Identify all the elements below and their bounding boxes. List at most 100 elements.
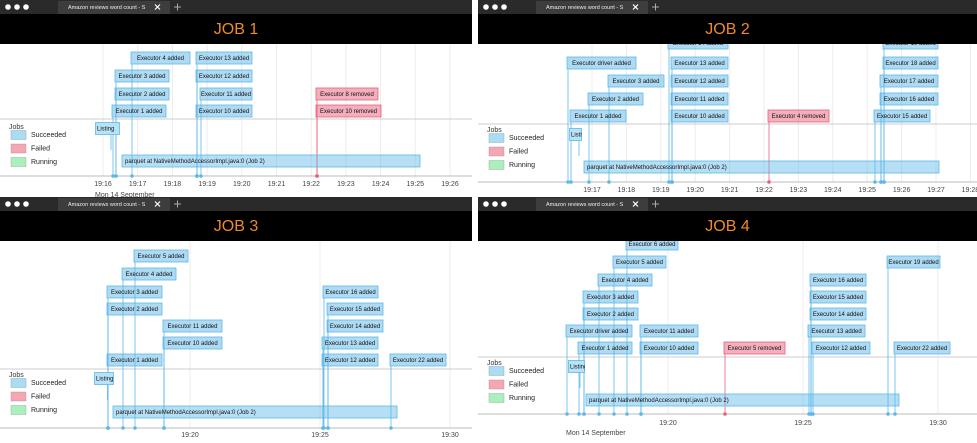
- window-button[interactable]: [483, 201, 489, 207]
- tab-close[interactable]: [154, 4, 161, 10]
- event-box[interactable]: [195, 51, 253, 65]
- listing-job[interactable]: Listing: [94, 372, 114, 385]
- browser-tab[interactable]: [58, 1, 170, 14]
- event-dot: [607, 180, 611, 184]
- event-label: Executor 17 added: [884, 79, 934, 85]
- event-box[interactable]: [670, 74, 729, 88]
- event-box[interactable]: [597, 273, 653, 287]
- job-bar[interactable]: [112, 405, 398, 419]
- event-box[interactable]: [106, 353, 163, 367]
- event-dot: [577, 412, 581, 416]
- event-label: Executor 1 added: [115, 109, 162, 115]
- new-tab[interactable]: [174, 200, 181, 208]
- event-box[interactable]: [162, 336, 223, 350]
- event-box[interactable]: [162, 319, 223, 333]
- event-box[interactable]: [882, 37, 939, 50]
- browser-window: Amazon reviews word count - S JOB 4 Execut…: [478, 197, 977, 443]
- event-box[interactable]: [893, 341, 951, 355]
- event-box[interactable]: [195, 69, 253, 83]
- event-box[interactable]: [566, 56, 637, 70]
- event-label: Executor 5 added: [137, 254, 184, 260]
- job-bar[interactable]: [121, 154, 421, 168]
- browser-tab[interactable]: [536, 1, 648, 14]
- window-button[interactable]: [23, 201, 29, 207]
- event-box[interactable]: [767, 109, 830, 123]
- event-box[interactable]: [106, 302, 163, 316]
- event-box[interactable]: [326, 319, 384, 333]
- event-box[interactable]: [607, 74, 665, 88]
- window-button[interactable]: [501, 4, 507, 10]
- event-box[interactable]: [809, 290, 867, 304]
- tab-close[interactable]: [154, 201, 161, 207]
- listing-job[interactable]: Listing: [568, 360, 588, 373]
- event-box[interactable]: [811, 341, 871, 355]
- tab-close[interactable]: [632, 4, 639, 10]
- event-box[interactable]: [807, 324, 866, 338]
- event-box[interactable]: [133, 249, 189, 263]
- event-box[interactable]: [322, 285, 379, 299]
- window-button[interactable]: [14, 201, 20, 207]
- event-box[interactable]: [639, 341, 699, 355]
- legend-label: Succeeded: [509, 135, 544, 142]
- event-box[interactable]: [882, 56, 939, 70]
- window-button[interactable]: [5, 4, 11, 10]
- event-box[interactable]: [577, 341, 633, 355]
- event-box[interactable]: [114, 87, 170, 101]
- event-box[interactable]: [106, 285, 163, 299]
- browser-tab[interactable]: [58, 198, 170, 211]
- event-box[interactable]: [114, 69, 170, 83]
- event-box[interactable]: [667, 37, 729, 50]
- event-dot: [879, 180, 883, 184]
- event-box[interactable]: [587, 92, 644, 106]
- event-box[interactable]: [582, 290, 639, 304]
- window-button[interactable]: [23, 4, 29, 10]
- event-box[interactable]: [326, 302, 384, 316]
- window-button[interactable]: [492, 4, 498, 10]
- window-button[interactable]: [5, 201, 11, 207]
- listing-job[interactable]: Listing: [95, 122, 120, 135]
- event-box[interactable]: [809, 273, 867, 287]
- event-box[interactable]: [670, 92, 729, 106]
- window-button[interactable]: [501, 201, 507, 207]
- event-box[interactable]: [723, 341, 786, 355]
- event-box[interactable]: [670, 109, 729, 123]
- event-box[interactable]: [625, 238, 679, 251]
- window-button[interactable]: [483, 4, 489, 10]
- event-box[interactable]: [111, 104, 167, 118]
- browser-tab[interactable]: [536, 198, 648, 211]
- event-box[interactable]: [321, 353, 379, 367]
- listing-job[interactable]: Listing: [569, 128, 589, 141]
- job-bar[interactable]: [585, 393, 900, 407]
- window-button[interactable]: [492, 201, 498, 207]
- event-box[interactable]: [121, 267, 177, 281]
- event-box[interactable]: [565, 324, 633, 338]
- event-box[interactable]: [389, 353, 447, 367]
- event-box[interactable]: [130, 51, 191, 65]
- event-box[interactable]: [569, 109, 627, 123]
- event-dot: [114, 174, 118, 178]
- event-box[interactable]: [639, 324, 699, 338]
- event-box[interactable]: [321, 336, 379, 350]
- tab-close[interactable]: [632, 201, 639, 207]
- event-box[interactable]: [670, 56, 729, 70]
- event-box[interactable]: [879, 92, 939, 106]
- event-box[interactable]: [612, 255, 667, 269]
- job-bar[interactable]: [583, 160, 940, 174]
- event-box[interactable]: [199, 87, 253, 101]
- event-box[interactable]: [809, 307, 867, 321]
- new-tab[interactable]: [652, 200, 659, 208]
- event-box[interactable]: [195, 104, 253, 118]
- x-tick-label: 19:18: [618, 187, 636, 194]
- window-button[interactable]: [14, 4, 20, 10]
- event-box[interactable]: [886, 255, 941, 269]
- event-box[interactable]: [582, 307, 639, 321]
- event-label: Executor 3 added: [587, 295, 634, 301]
- event-box[interactable]: [315, 104, 382, 118]
- new-tab[interactable]: [174, 3, 181, 11]
- event-box[interactable]: [879, 74, 939, 88]
- new-tab[interactable]: [652, 3, 659, 11]
- event-box[interactable]: [873, 109, 931, 123]
- x-tick-label: 19:20: [686, 187, 704, 194]
- event-box[interactable]: [315, 87, 379, 101]
